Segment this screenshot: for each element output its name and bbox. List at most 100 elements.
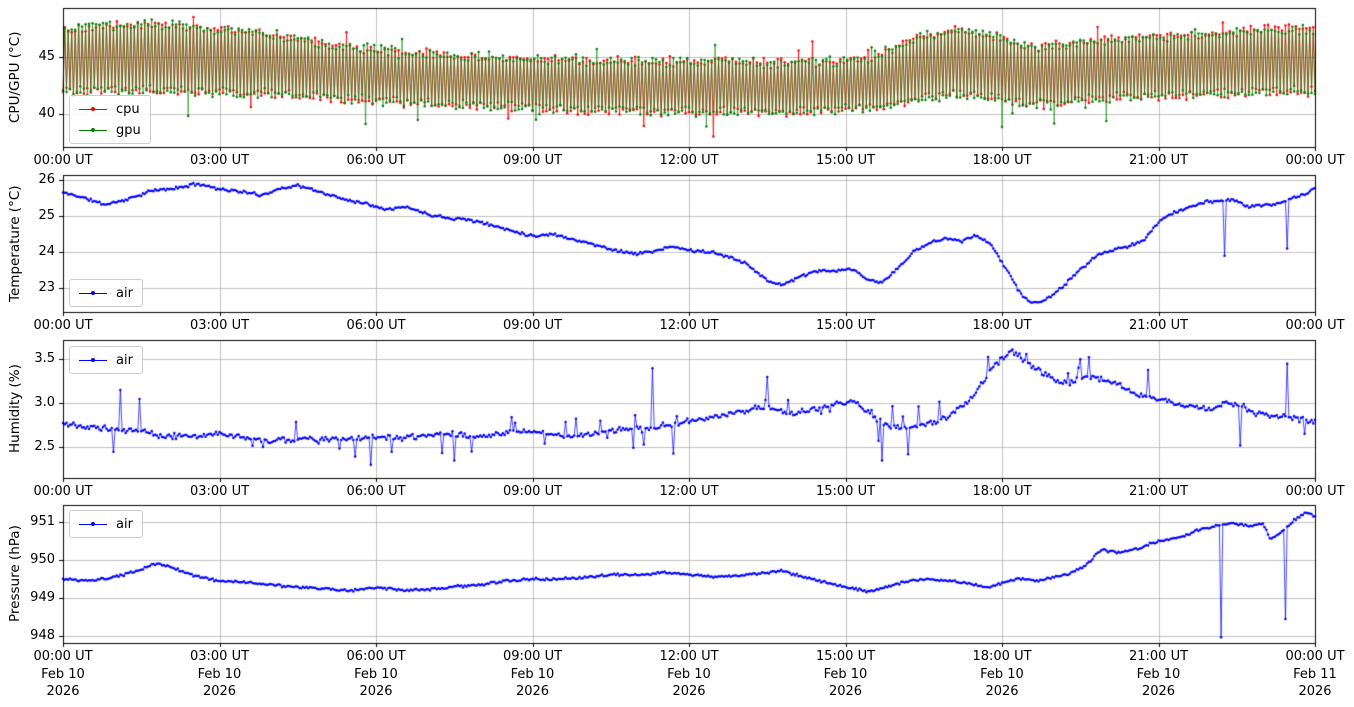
legend-cpu-gpu: cpu gpu bbox=[69, 95, 151, 144]
x-tick-label: 00:00 UT bbox=[1285, 484, 1345, 499]
x-tick-day: Feb 10 bbox=[980, 666, 1024, 682]
x-tick-label: 09:00 UT bbox=[502, 318, 563, 333]
x-tick-time: 15:00 UT bbox=[815, 649, 876, 664]
legend-marker-icon bbox=[79, 519, 107, 529]
x-tick-label: 18:00 UT bbox=[972, 318, 1032, 333]
legend-entry-gpu: gpu bbox=[79, 120, 141, 140]
x-tick-label: 15:00 UT bbox=[815, 318, 876, 333]
x-tick-label: 12:00 UT bbox=[659, 318, 719, 333]
x-tick-label: 00:00 UT bbox=[1285, 318, 1345, 333]
x-tick-label: 03:00 UT bbox=[189, 153, 250, 168]
legend-marker-icon bbox=[79, 104, 107, 114]
x-tick-day: Feb 11 bbox=[1293, 666, 1337, 682]
x-tick-label: 15:00 UT bbox=[815, 484, 876, 499]
x-tick-label: 00:00 UT bbox=[33, 153, 93, 168]
legend-dot bbox=[91, 358, 95, 362]
legend-dot bbox=[91, 522, 95, 526]
x-tick-label: 09:00 UT bbox=[502, 484, 563, 499]
x-tick-time: 06:00 UT bbox=[346, 649, 406, 664]
x-tick-label: 18:00 UT bbox=[972, 484, 1032, 499]
x-tick-time: 12:00 UT bbox=[659, 649, 719, 664]
x-tick-time: 00:00 UT bbox=[33, 649, 93, 664]
x-tick-label-date: 09:00 UT Feb 10 2026 bbox=[503, 648, 562, 701]
x-tick-year: 2026 bbox=[46, 684, 80, 699]
x-tick-label-date: 03:00 UT Feb 10 2026 bbox=[190, 648, 249, 701]
x-tick-year: 2026 bbox=[515, 684, 550, 699]
legend-dot bbox=[91, 107, 95, 111]
x-tick-label-date: 12:00 UT Feb 10 2026 bbox=[659, 648, 718, 701]
x-tick-label: 06:00 UT bbox=[346, 484, 406, 499]
x-tick-label: 00:00 UT bbox=[1285, 153, 1345, 168]
legend-air: air bbox=[69, 510, 143, 538]
legend-entry-air: air bbox=[79, 283, 133, 303]
x-tick-day: Feb 10 bbox=[510, 666, 555, 682]
x-tick-day: Feb 10 bbox=[197, 666, 242, 682]
x-tick-year: 2026 bbox=[1141, 684, 1176, 699]
x-tick-label: 09:00 UT bbox=[502, 153, 563, 168]
x-tick-year: 2026 bbox=[985, 684, 1019, 699]
x-tick-label-date: 00:00 UT Feb 10 2026 bbox=[33, 648, 92, 701]
x-tick-time: 09:00 UT bbox=[502, 649, 563, 664]
x-tick-day: Feb 10 bbox=[1136, 666, 1181, 682]
x-tick-time: 18:00 UT bbox=[972, 649, 1032, 664]
x-tick-time: 03:00 UT bbox=[189, 649, 250, 664]
legend-label: cpu bbox=[116, 101, 140, 117]
legend-label: gpu bbox=[116, 122, 141, 138]
x-tick-time: 00:00 UT bbox=[1285, 649, 1345, 664]
legend-marker-icon bbox=[79, 355, 107, 365]
x-tick-label: 21:00 UT bbox=[1128, 153, 1189, 168]
x-tick-label: 12:00 UT bbox=[659, 484, 719, 499]
y-tick-label: 23 bbox=[38, 280, 55, 296]
y-tick-label: 25 bbox=[38, 208, 55, 224]
x-tick-year: 2026 bbox=[1298, 684, 1332, 699]
x-tick-day: Feb 10 bbox=[41, 666, 85, 682]
x-tick-label: 03:00 UT bbox=[189, 484, 250, 499]
legend-entry-cpu: cpu bbox=[79, 99, 141, 119]
x-tick-year: 2026 bbox=[672, 684, 706, 699]
x-tick-label: 06:00 UT bbox=[346, 318, 406, 333]
legend-marker-icon bbox=[79, 125, 107, 135]
x-tick-label: 12:00 UT bbox=[659, 153, 719, 168]
legend-dot bbox=[91, 128, 95, 132]
legend-entry-air: air bbox=[79, 514, 133, 534]
x-tick-label: 06:00 UT bbox=[346, 153, 406, 168]
x-tick-day: Feb 10 bbox=[354, 666, 398, 682]
x-tick-year: 2026 bbox=[828, 684, 863, 699]
x-tick-label-date: 15:00 UT Feb 10 2026 bbox=[816, 648, 875, 701]
x-tick-label: 00:00 UT bbox=[33, 484, 93, 499]
y-tick-label: 2.5 bbox=[34, 439, 55, 455]
legend-air: air bbox=[69, 346, 143, 374]
legend-label: air bbox=[116, 516, 133, 532]
legend-air: air bbox=[69, 279, 143, 307]
y-tick-label: 3.5 bbox=[34, 351, 55, 367]
x-tick-year: 2026 bbox=[202, 684, 237, 699]
y-tick-label: 949 bbox=[30, 590, 55, 606]
y-tick-label: 26 bbox=[38, 172, 55, 188]
y-tick-label: 948 bbox=[30, 628, 55, 644]
x-tick-label: 15:00 UT bbox=[815, 153, 876, 168]
x-tick-day: Feb 10 bbox=[667, 666, 711, 682]
x-tick-label-date: 00:00 UT Feb 11 2026 bbox=[1285, 648, 1344, 701]
legend-entry-air: air bbox=[79, 350, 133, 370]
y-tick-label: 24 bbox=[38, 244, 55, 260]
y-tick-label: 950 bbox=[30, 552, 55, 568]
x-tick-label: 18:00 UT bbox=[972, 153, 1032, 168]
x-tick-label-date: 06:00 UT Feb 10 2026 bbox=[346, 648, 405, 701]
legend-label: air bbox=[116, 285, 133, 301]
x-tick-label-date: 21:00 UT Feb 10 2026 bbox=[1129, 648, 1188, 701]
legend-label: air bbox=[116, 352, 133, 368]
x-tick-day: Feb 10 bbox=[823, 666, 868, 682]
x-tick-label: 00:00 UT bbox=[33, 318, 93, 333]
y-axis-label-cpu-gpu: CPU/GPU (°C) bbox=[7, 31, 23, 124]
legend-dot bbox=[91, 291, 95, 295]
y-tick-label: 45 bbox=[38, 48, 55, 64]
y-tick-label: 3.0 bbox=[34, 395, 55, 411]
x-tick-time: 21:00 UT bbox=[1128, 649, 1189, 664]
x-tick-year: 2026 bbox=[359, 684, 393, 699]
x-tick-label: 21:00 UT bbox=[1128, 484, 1189, 499]
x-tick-label: 21:00 UT bbox=[1128, 318, 1189, 333]
x-tick-label-date: 18:00 UT Feb 10 2026 bbox=[972, 648, 1031, 701]
legend-marker-icon bbox=[79, 288, 107, 298]
